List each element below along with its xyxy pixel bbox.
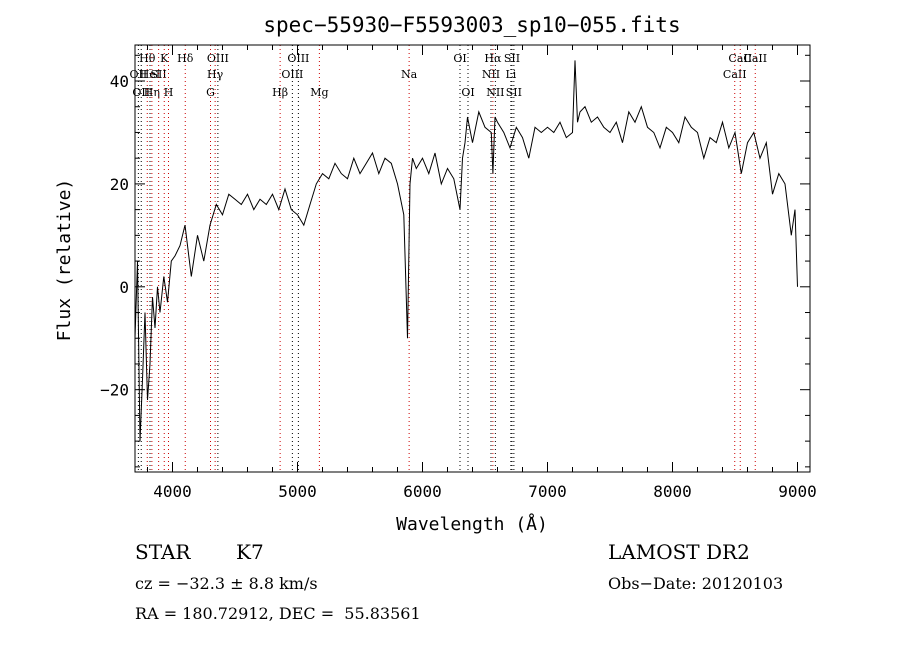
line-label: Hα bbox=[484, 52, 502, 65]
survey-name: LAMOST DR2 bbox=[608, 540, 750, 564]
line-label: H bbox=[164, 86, 174, 99]
line-label: OIII bbox=[207, 52, 229, 65]
line-label: Hβ bbox=[272, 86, 288, 99]
y-tick-label: 20 bbox=[110, 175, 129, 194]
x-tick-label: 6000 bbox=[403, 482, 442, 501]
line-label: OII bbox=[132, 86, 150, 99]
line-label: NII bbox=[482, 68, 500, 81]
chart-title: spec−55930−F5593003_sp10−055.fits bbox=[263, 13, 680, 37]
line-label: G bbox=[206, 86, 215, 99]
x-tick-label: 8000 bbox=[653, 482, 692, 501]
x-tick-label: 4000 bbox=[153, 482, 192, 501]
coordinates: RA = 180.72912, DEC = 55.83561 bbox=[135, 604, 421, 623]
y-tick-label: 40 bbox=[110, 72, 129, 91]
x-tick-label: 5000 bbox=[278, 482, 317, 501]
x-tick-label: 7000 bbox=[528, 482, 567, 501]
line-label: NII bbox=[486, 86, 504, 99]
axes: 4000 5000 6000 7000 8000 9000 −20 0 20 40 bbox=[100, 44, 817, 501]
plot-area bbox=[134, 60, 798, 442]
line-label: OI bbox=[461, 86, 474, 99]
line-label: HeI bbox=[140, 68, 160, 81]
y-tick-label: 0 bbox=[119, 278, 129, 297]
line-label: Hθ bbox=[139, 52, 156, 65]
line-label: Hδ bbox=[177, 52, 194, 65]
line-label: K bbox=[160, 52, 169, 65]
line-label: Hγ bbox=[207, 68, 224, 81]
line-label: Mg bbox=[310, 86, 328, 99]
line-label: Hη bbox=[144, 86, 160, 99]
line-label: CaII bbox=[743, 52, 767, 65]
line-label: CaII bbox=[723, 68, 747, 81]
x-axis-label: Wavelength (Å) bbox=[396, 513, 548, 535]
y-axis-label: Flux (relative) bbox=[54, 179, 75, 342]
line-label: OI bbox=[453, 52, 466, 65]
line-label: Li bbox=[505, 68, 516, 81]
line-label: OII bbox=[130, 68, 148, 81]
spectral-line-markers: OII OII Hθ HeI Hη SII K H Hδ G Hγ OIII Hβ OIII OIII Mg N… bbox=[130, 45, 767, 472]
line-label: SII bbox=[506, 86, 522, 99]
line-label: Na bbox=[401, 68, 418, 81]
x-tick-label: 9000 bbox=[778, 482, 817, 501]
line-label: OIII bbox=[281, 68, 303, 81]
y-tick-label: −20 bbox=[100, 381, 129, 400]
line-label: CaII bbox=[728, 52, 752, 65]
object-class: STAR bbox=[135, 540, 191, 564]
spectrum-line bbox=[134, 60, 798, 442]
observation-date: Obs−Date: 20120103 bbox=[608, 574, 784, 593]
object-subclass: K7 bbox=[236, 540, 264, 564]
line-label: SII bbox=[504, 52, 520, 65]
line-label: SII bbox=[151, 68, 167, 81]
plot-frame bbox=[134, 44, 811, 473]
redshift-value: cz = −32.3 ± 8.8 km/s bbox=[135, 574, 318, 593]
line-label: OIII bbox=[287, 52, 309, 65]
